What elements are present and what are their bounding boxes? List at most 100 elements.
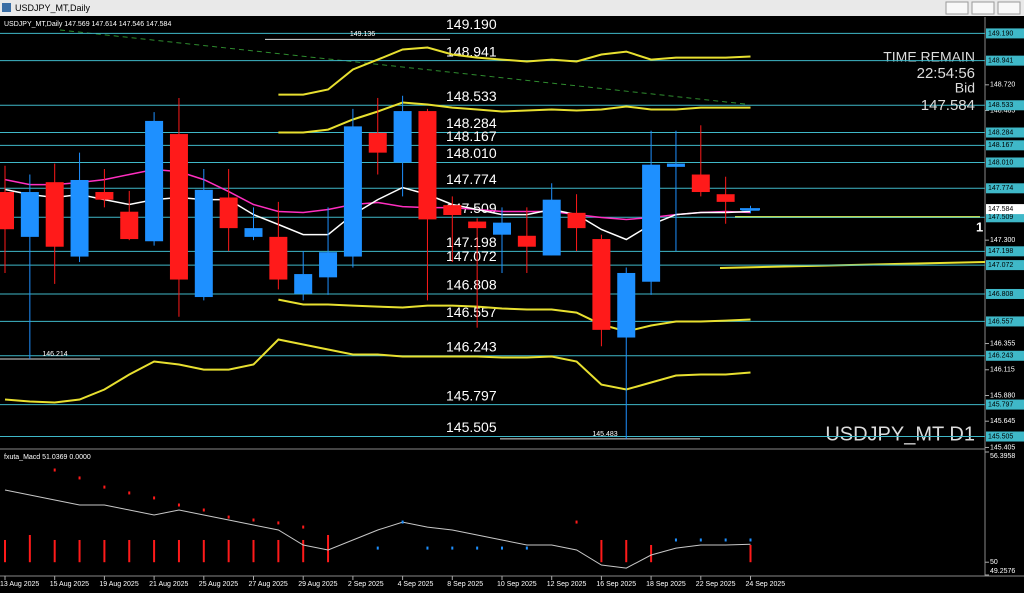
signal-dot (277, 521, 280, 525)
level-axis-box (986, 140, 1024, 151)
x-tick-label: 24 Sep 2025 (746, 581, 786, 588)
level-axis-box (986, 127, 1024, 138)
candle-body (194, 189, 213, 298)
level-axis-box (986, 157, 1024, 168)
signal-dot (376, 546, 379, 550)
level-axis-box (986, 316, 1024, 327)
signal-dot (575, 520, 578, 524)
oscillator-line (4, 489, 751, 569)
signal-dot (227, 515, 230, 519)
x-tick-label: 2 Sep 2025 (348, 581, 384, 588)
bid-label: Bid (955, 80, 975, 96)
symbol-label: USDJPY_MT D1 (825, 423, 975, 445)
level-label: 145.797 (446, 387, 497, 403)
level-label: 148.533 (446, 88, 497, 104)
candle-body (145, 120, 164, 242)
candle-body (294, 274, 313, 294)
signal-dot (749, 538, 752, 542)
level-axis-box (986, 399, 1024, 410)
time-label: TIME REMAIN (883, 49, 975, 65)
histogram-bar (128, 539, 131, 563)
level-axis-box (986, 260, 1024, 271)
indicator-line (278, 46, 751, 96)
x-tick-label: 19 Aug 2025 (99, 581, 138, 588)
candle-body (567, 212, 586, 229)
candle-body (418, 111, 437, 220)
candle-body (343, 126, 362, 257)
histogram-bar (650, 544, 653, 563)
indicator-line (278, 298, 751, 333)
x-tick-label: 25 Aug 2025 (199, 581, 238, 588)
histogram-bar (202, 539, 205, 563)
candle-body (45, 182, 64, 247)
maximize-button[interactable] (971, 1, 995, 15)
level-axis-box (986, 212, 1024, 223)
candle-body (468, 221, 487, 229)
signal-dot (153, 496, 156, 500)
marker: 1 (976, 219, 983, 234)
extreme-label: 145.483 (592, 431, 617, 438)
x-tick-label: 16 Sep 2025 (596, 581, 636, 588)
level-label: 147.774 (446, 171, 497, 187)
extreme-label: 149.136 (350, 31, 375, 38)
level-axis-box (986, 100, 1024, 111)
x-tick-label: 13 Aug 2025 (0, 581, 39, 588)
histogram-bar (302, 539, 305, 563)
level-axis-box (986, 350, 1024, 361)
x-tick-label: 18 Sep 2025 (646, 581, 686, 588)
histogram-bar (153, 539, 156, 563)
candle-body (169, 134, 188, 280)
signal-dot (302, 525, 305, 529)
level-axis-label: 146.243 (988, 353, 1013, 360)
candle-body (642, 164, 661, 282)
time-remain: 22:54:56 (917, 65, 975, 82)
signal-dot (426, 546, 429, 550)
histogram-bar (177, 539, 180, 563)
histogram-bar (277, 539, 280, 563)
signal-dot (724, 538, 727, 542)
x-tick-label: 29 Aug 2025 (298, 581, 337, 588)
histogram-bar (252, 539, 255, 563)
candle-body (70, 179, 89, 257)
candle-body (542, 199, 561, 256)
x-tick-label: 8 Sep 2025 (447, 581, 483, 588)
x-tick-label: 15 Aug 2025 (50, 581, 89, 588)
x-tick-label: 22 Sep 2025 (696, 581, 736, 588)
histogram-bar (600, 539, 603, 563)
level-label: 146.243 (446, 338, 497, 354)
y-tick-label: 145.880 (990, 392, 1015, 399)
candle-body (20, 192, 39, 237)
candle-body (269, 236, 288, 280)
x-tick-label: 27 Aug 2025 (249, 581, 288, 588)
bid-axis-box (986, 204, 1024, 215)
candle-body (493, 222, 511, 235)
level-axis-label: 146.557 (988, 318, 1013, 325)
level-axis-label: 146.808 (988, 291, 1013, 298)
signal-dot (78, 476, 81, 480)
histogram-bar (78, 539, 81, 563)
signal-dot (401, 520, 404, 524)
level-axis-box (986, 288, 1024, 299)
level-label: 147.072 (446, 248, 497, 264)
level-label: 148.010 (446, 145, 497, 161)
level-axis-label: 148.533 (988, 102, 1013, 109)
minimize-button[interactable] (945, 1, 969, 15)
x-tick-label: 4 Sep 2025 (398, 581, 434, 588)
indicator-title: fxuta_Macd 51.0369 0.0000 (4, 454, 91, 461)
close-button[interactable] (997, 1, 1021, 15)
bid-axis-label: 147.584 (988, 206, 1013, 213)
signal-dot (177, 503, 180, 507)
level-label: 146.808 (446, 277, 497, 293)
histogram-bar (53, 539, 56, 563)
y-tick-label: 145.405 (990, 444, 1015, 451)
indicator-line (278, 101, 751, 134)
level-label: 147.198 (446, 234, 497, 250)
level-axis-label: 148.167 (988, 142, 1013, 149)
candle-body (691, 174, 710, 193)
candle-body (244, 228, 263, 237)
window-icon (2, 3, 11, 12)
candle-body (443, 205, 462, 215)
histogram-bar (103, 539, 106, 563)
